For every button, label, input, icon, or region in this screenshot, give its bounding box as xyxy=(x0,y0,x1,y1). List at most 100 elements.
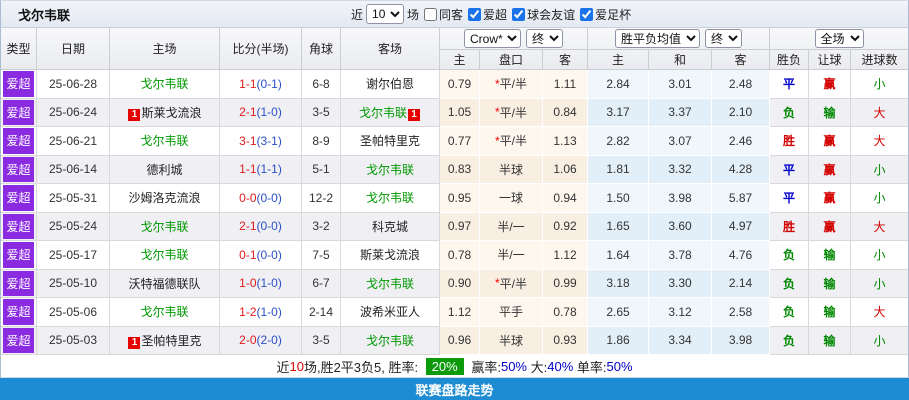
team-name[interactable]: 戈尔韦联 xyxy=(358,105,407,120)
handicap-text: 半/一 xyxy=(497,248,525,263)
halftime-score: (2-0) xyxy=(256,333,282,348)
filter-label: 同客 xyxy=(439,7,464,22)
avg-time-select[interactable]: 终 xyxy=(705,29,742,48)
odds-home: 0.95 xyxy=(440,184,480,213)
fulltime-score: 1-2 xyxy=(239,304,257,319)
away-team: 斯莱戈流浪 xyxy=(360,246,420,263)
home-team: 沙姆洛克流浪 xyxy=(128,189,200,206)
match-date: 25-06-24 xyxy=(37,98,110,127)
table-row: 爱超 25-05-06 戈尔韦联 1-2 (1-0) 2-14 波希米亚人 1.1… xyxy=(1,298,908,327)
team-name[interactable]: 谢尔伯恩 xyxy=(365,77,414,92)
handicap-line: * 平/半 xyxy=(480,98,543,127)
team-name[interactable]: 科克城 xyxy=(371,219,408,234)
rank-badge: 1 xyxy=(408,108,420,121)
goals-result: 小 xyxy=(851,184,908,213)
goals-result: 小 xyxy=(851,155,908,184)
league-badge: 爱超 xyxy=(3,185,34,211)
odds-home: 0.78 xyxy=(440,241,480,270)
team-name[interactable]: 德利城 xyxy=(146,162,183,177)
match-result: 胜 xyxy=(770,212,809,241)
team-name[interactable]: 戈尔韦联 xyxy=(140,134,189,149)
match-date: 25-05-24 xyxy=(37,212,110,241)
handicap-line: * 平/半 xyxy=(480,127,543,156)
team-name[interactable]: 戈尔韦联 xyxy=(365,276,414,291)
avg-type-select[interactable]: 胜平负均值 xyxy=(615,29,700,48)
team-name[interactable]: 戈尔韦联 xyxy=(365,162,414,177)
odds-time-select[interactable]: 终 xyxy=(526,29,563,48)
team-name[interactable]: 戈尔韦联 xyxy=(365,333,414,348)
filter-cup[interactable]: 爱足杯 xyxy=(580,6,631,23)
summary-prefix: 近 xyxy=(276,359,290,375)
away-team: 戈尔韦联 xyxy=(366,275,414,292)
filter-league[interactable]: 爱超 xyxy=(468,6,507,23)
team-name[interactable]: 斯莱戈流浪 xyxy=(359,248,420,263)
handicap-result: 输 xyxy=(809,241,851,270)
odds-home: 0.83 xyxy=(440,155,480,184)
friendly-checkbox[interactable] xyxy=(512,7,526,21)
away-team-cell: 戈尔韦联 1 xyxy=(341,98,440,127)
team-name[interactable]: 戈尔韦联 xyxy=(140,248,189,263)
halftime-score: (1-0) xyxy=(256,304,282,319)
table-row: 爱超 25-06-24 1 斯莱戈流浪 2-1 (1-0) 3-5 戈尔韦联 1 1.… xyxy=(1,98,908,127)
corners: 3-5 xyxy=(302,98,341,127)
team-name[interactable]: 戈尔韦联 xyxy=(140,305,189,320)
home-team-cell: 沃特福德联队 xyxy=(110,269,220,298)
home-team-cell: 戈尔韦联 xyxy=(110,70,220,99)
score-cell: 1-1 (0-1) xyxy=(220,70,302,99)
team-name[interactable]: 圣帕特里克 xyxy=(359,134,420,149)
team-name[interactable]: 斯莱戈流浪 xyxy=(141,105,202,120)
handicap-text: 半球 xyxy=(498,162,523,177)
avg-draw-odds: 3.32 xyxy=(649,155,712,184)
team-name[interactable]: 沙姆洛克流浪 xyxy=(128,191,201,206)
league-badge: 爱超 xyxy=(3,327,34,353)
goals-result: 小 xyxy=(851,241,908,270)
home-team: 戈尔韦联 xyxy=(140,303,188,320)
filter-friendly[interactable]: 球会友谊 xyxy=(512,6,575,23)
team-name[interactable]: 戈尔韦联 xyxy=(365,191,414,206)
away-team-cell: 斯莱戈流浪 xyxy=(341,241,440,270)
handicap-rate-value: 50% xyxy=(500,358,527,374)
away-team: 戈尔韦联 xyxy=(366,189,414,206)
cup-checkbox[interactable] xyxy=(580,7,594,21)
corners: 5-1 xyxy=(302,155,341,184)
home-team: 戈尔韦联 xyxy=(140,75,188,92)
league-trend-tab[interactable]: 联赛盘路走势 xyxy=(0,378,909,400)
team-name[interactable]: 圣帕特里克 xyxy=(141,333,202,348)
avg-home-odds: 3.18 xyxy=(588,269,649,298)
league-type-cell: 爱超 xyxy=(1,184,37,213)
home-team-cell: 戈尔韦联 xyxy=(110,127,220,156)
team-name[interactable]: 沃特福德联队 xyxy=(128,276,201,291)
league-type-cell: 爱超 xyxy=(1,241,37,270)
table-header: 类型 日期 主场 比分(半场) 角球 客场 Crow* 终 胜平负均值 终 全场… xyxy=(0,28,909,70)
avg-home-odds: 3.17 xyxy=(588,98,649,127)
away-team-cell: 谢尔伯恩 xyxy=(341,70,440,99)
scope-select[interactable]: 全场 xyxy=(814,29,864,48)
handicap-result: 输 xyxy=(809,269,851,298)
fulltime-score: 0-1 xyxy=(239,247,257,262)
odds-away: 1.12 xyxy=(543,241,588,270)
team-name[interactable]: 波希米亚人 xyxy=(359,305,420,320)
away-team: 波希米亚人 xyxy=(360,303,420,320)
avg-draw-odds: 3.12 xyxy=(649,298,712,327)
league-badge: 爱超 xyxy=(3,71,34,97)
same-away-checkbox[interactable] xyxy=(424,7,438,21)
corners: 12-2 xyxy=(302,184,341,213)
filter-same-away[interactable]: 同客 xyxy=(424,6,463,23)
league-checkbox[interactable] xyxy=(468,7,482,21)
match-result: 平 xyxy=(770,70,809,99)
match-date: 25-05-17 xyxy=(37,241,110,270)
home-team-cell: 戈尔韦联 xyxy=(110,241,220,270)
subheader-odds-away: 客 xyxy=(543,50,588,70)
match-count-select[interactable]: 10 xyxy=(366,4,405,24)
league-type-cell: 爱超 xyxy=(1,298,37,327)
halftime-score: (1-0) xyxy=(256,276,282,291)
bookmaker-select[interactable]: Crow* xyxy=(464,29,521,48)
star-mark: * xyxy=(494,276,500,291)
filter-label: 球会友谊 xyxy=(527,7,576,22)
league-type-cell: 爱超 xyxy=(1,155,37,184)
team-name[interactable]: 戈尔韦联 xyxy=(140,77,189,92)
score-cell: 0-0 (0-0) xyxy=(220,184,302,213)
home-team: 1 斯莱戈流浪 xyxy=(127,104,202,121)
team-name[interactable]: 戈尔韦联 xyxy=(140,219,189,234)
